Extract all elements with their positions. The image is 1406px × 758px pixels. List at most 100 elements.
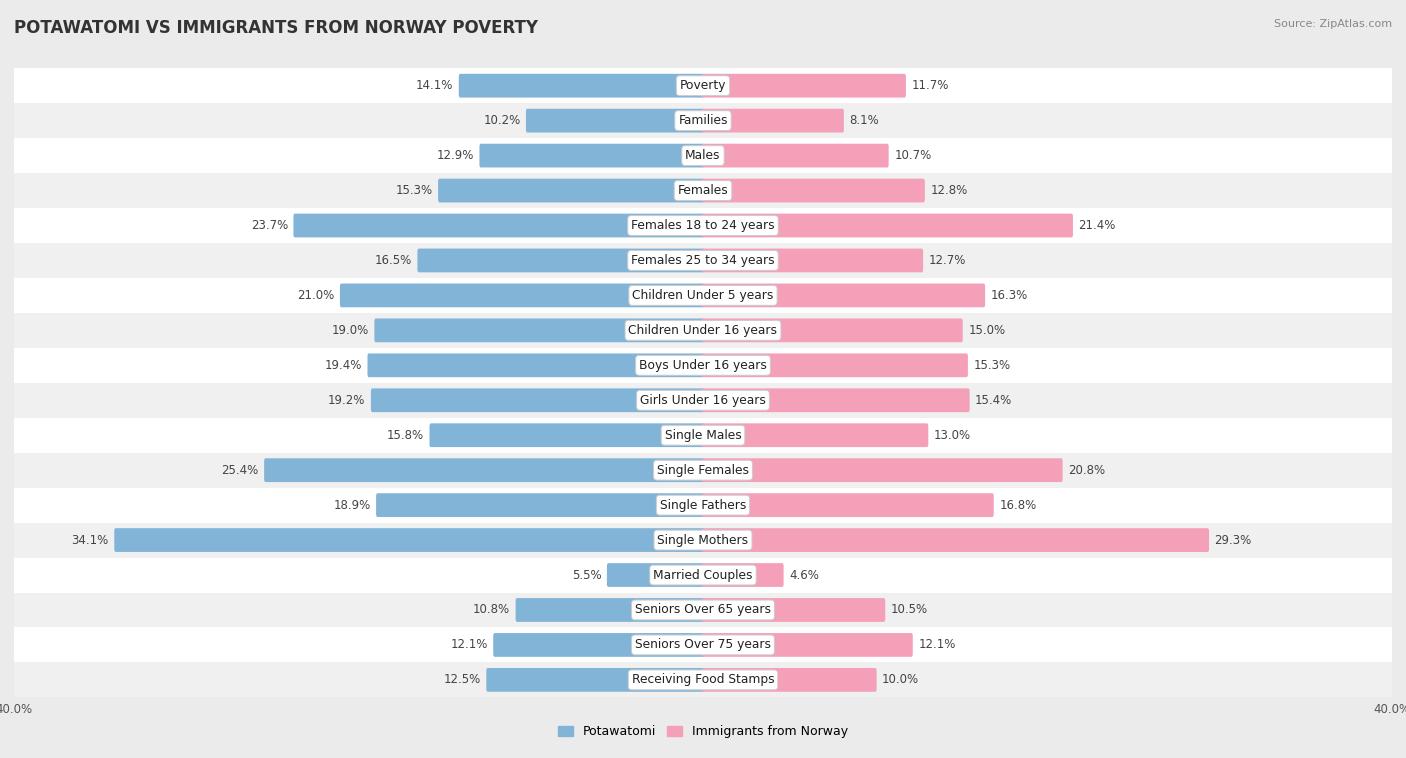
Text: 10.7%: 10.7%	[894, 149, 931, 162]
Text: 15.8%: 15.8%	[387, 429, 425, 442]
Text: 12.1%: 12.1%	[450, 638, 488, 651]
Text: 12.7%: 12.7%	[928, 254, 966, 267]
Text: Girls Under 16 years: Girls Under 16 years	[640, 393, 766, 407]
Bar	[0, 628, 1406, 662]
Text: 10.2%: 10.2%	[484, 114, 520, 127]
FancyBboxPatch shape	[702, 598, 886, 622]
FancyBboxPatch shape	[340, 283, 704, 307]
Text: 12.5%: 12.5%	[443, 673, 481, 687]
Text: 21.0%: 21.0%	[297, 289, 335, 302]
Text: 15.4%: 15.4%	[976, 393, 1012, 407]
Bar	[0, 173, 1406, 208]
FancyBboxPatch shape	[702, 353, 967, 377]
Bar	[0, 383, 1406, 418]
Text: 10.0%: 10.0%	[882, 673, 920, 687]
Text: Married Couples: Married Couples	[654, 568, 752, 581]
FancyBboxPatch shape	[702, 108, 844, 133]
FancyBboxPatch shape	[702, 423, 928, 447]
Text: Females: Females	[678, 184, 728, 197]
Bar	[0, 243, 1406, 278]
Text: 10.5%: 10.5%	[891, 603, 928, 616]
Text: 23.7%: 23.7%	[250, 219, 288, 232]
Text: POTAWATOMI VS IMMIGRANTS FROM NORWAY POVERTY: POTAWATOMI VS IMMIGRANTS FROM NORWAY POV…	[14, 19, 538, 37]
FancyBboxPatch shape	[371, 388, 704, 412]
Text: Females 25 to 34 years: Females 25 to 34 years	[631, 254, 775, 267]
FancyBboxPatch shape	[702, 459, 1063, 482]
Bar	[0, 103, 1406, 138]
Text: 19.2%: 19.2%	[328, 393, 366, 407]
FancyBboxPatch shape	[429, 423, 704, 447]
Bar	[0, 522, 1406, 558]
Text: 11.7%: 11.7%	[911, 79, 949, 92]
FancyBboxPatch shape	[702, 214, 1073, 237]
Text: Boys Under 16 years: Boys Under 16 years	[640, 359, 766, 372]
FancyBboxPatch shape	[702, 528, 1209, 552]
Bar	[0, 558, 1406, 593]
Text: Single Mothers: Single Mothers	[658, 534, 748, 547]
Text: 8.1%: 8.1%	[849, 114, 879, 127]
Text: Seniors Over 75 years: Seniors Over 75 years	[636, 638, 770, 651]
Text: Receiving Food Stamps: Receiving Food Stamps	[631, 673, 775, 687]
FancyBboxPatch shape	[458, 74, 704, 98]
Legend: Potawatomi, Immigrants from Norway: Potawatomi, Immigrants from Norway	[558, 725, 848, 738]
Bar	[0, 418, 1406, 453]
Text: 34.1%: 34.1%	[72, 534, 108, 547]
Text: 4.6%: 4.6%	[789, 568, 818, 581]
Bar	[0, 68, 1406, 103]
Text: 16.8%: 16.8%	[1000, 499, 1036, 512]
Text: Seniors Over 65 years: Seniors Over 65 years	[636, 603, 770, 616]
Text: Single Males: Single Males	[665, 429, 741, 442]
Text: 16.3%: 16.3%	[991, 289, 1028, 302]
FancyBboxPatch shape	[702, 633, 912, 657]
Text: 19.0%: 19.0%	[332, 324, 368, 337]
FancyBboxPatch shape	[375, 493, 704, 517]
Bar	[0, 348, 1406, 383]
Text: Females 18 to 24 years: Females 18 to 24 years	[631, 219, 775, 232]
Text: Males: Males	[685, 149, 721, 162]
FancyBboxPatch shape	[374, 318, 704, 343]
Text: 12.1%: 12.1%	[918, 638, 956, 651]
FancyBboxPatch shape	[479, 144, 704, 168]
FancyBboxPatch shape	[264, 459, 704, 482]
Bar	[0, 313, 1406, 348]
Bar	[0, 278, 1406, 313]
FancyBboxPatch shape	[702, 179, 925, 202]
Text: Families: Families	[678, 114, 728, 127]
Text: Single Females: Single Females	[657, 464, 749, 477]
FancyBboxPatch shape	[294, 214, 704, 237]
Text: 20.8%: 20.8%	[1069, 464, 1105, 477]
Bar	[0, 208, 1406, 243]
Bar	[0, 138, 1406, 173]
Text: 14.1%: 14.1%	[416, 79, 453, 92]
FancyBboxPatch shape	[702, 74, 905, 98]
FancyBboxPatch shape	[702, 563, 783, 587]
FancyBboxPatch shape	[702, 144, 889, 168]
Text: Single Fathers: Single Fathers	[659, 499, 747, 512]
FancyBboxPatch shape	[114, 528, 704, 552]
Text: Children Under 5 years: Children Under 5 years	[633, 289, 773, 302]
Text: 15.3%: 15.3%	[973, 359, 1011, 372]
FancyBboxPatch shape	[702, 493, 994, 517]
Text: 12.8%: 12.8%	[931, 184, 967, 197]
Text: 15.3%: 15.3%	[395, 184, 433, 197]
FancyBboxPatch shape	[439, 179, 704, 202]
Bar	[0, 662, 1406, 697]
Bar	[0, 487, 1406, 522]
FancyBboxPatch shape	[486, 668, 704, 692]
FancyBboxPatch shape	[702, 318, 963, 343]
FancyBboxPatch shape	[418, 249, 704, 272]
Text: 29.3%: 29.3%	[1215, 534, 1251, 547]
Text: 10.8%: 10.8%	[472, 603, 510, 616]
FancyBboxPatch shape	[494, 633, 704, 657]
Text: 21.4%: 21.4%	[1078, 219, 1116, 232]
Text: 5.5%: 5.5%	[572, 568, 602, 581]
Text: 12.9%: 12.9%	[436, 149, 474, 162]
FancyBboxPatch shape	[702, 388, 970, 412]
Text: 18.9%: 18.9%	[333, 499, 371, 512]
Bar	[0, 593, 1406, 628]
Text: 16.5%: 16.5%	[374, 254, 412, 267]
FancyBboxPatch shape	[702, 668, 876, 692]
Text: Source: ZipAtlas.com: Source: ZipAtlas.com	[1274, 19, 1392, 29]
Text: 25.4%: 25.4%	[221, 464, 259, 477]
FancyBboxPatch shape	[526, 108, 704, 133]
